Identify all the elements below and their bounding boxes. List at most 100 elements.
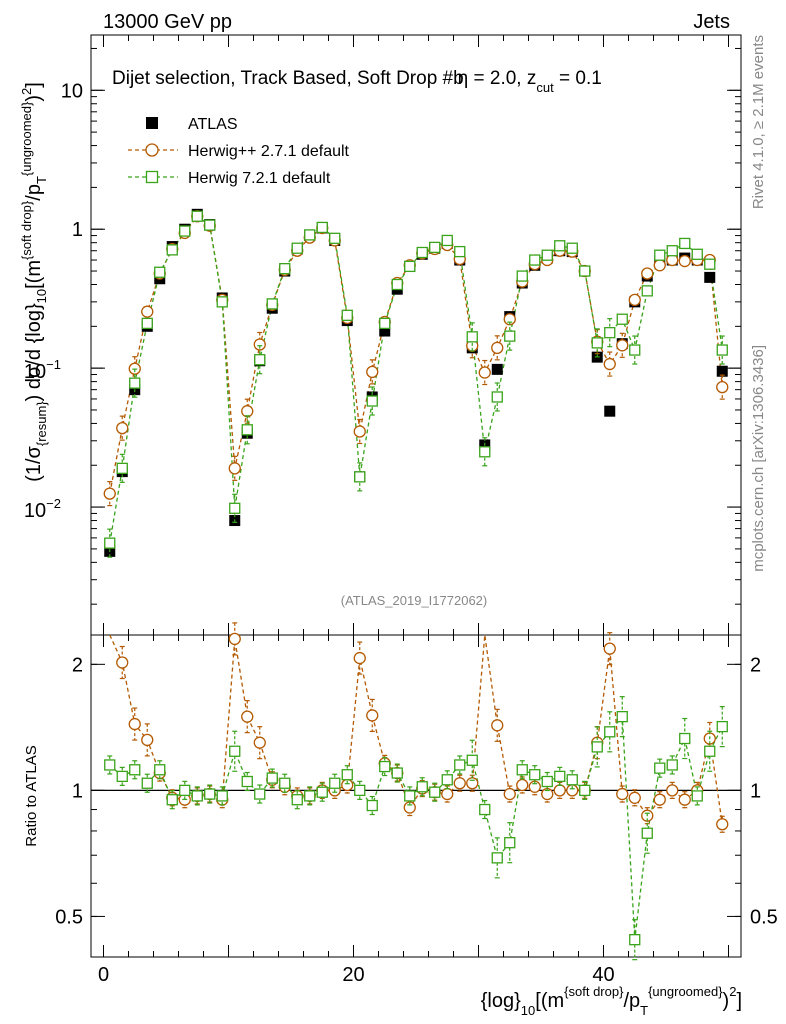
herwig7-point <box>141 317 153 330</box>
ratio-herwig7-point <box>491 852 503 864</box>
x-tick-label: 20 <box>342 964 364 986</box>
herwigpp-point <box>366 365 379 379</box>
x-axis-ticks: 0 20 40 <box>98 35 729 986</box>
ratio-herwig7-point <box>679 732 691 745</box>
ratio-y-axis-label: Ratio to ATLAS <box>23 745 40 846</box>
herwig7-point <box>379 317 391 330</box>
ratio-herwigpp-point <box>653 793 666 806</box>
herwig7-point <box>304 229 316 241</box>
ratio-herwig7-point <box>516 764 528 776</box>
herwig7-point <box>104 537 116 549</box>
ratio-herwigpp-point <box>666 784 679 797</box>
ratio-herwig7-point <box>529 769 541 781</box>
legend: ATLAS Herwig++ 2.7.1 default Herwig 7.2.… <box>128 116 350 187</box>
herwig7-point <box>266 298 278 310</box>
herwigpp-point <box>641 267 654 280</box>
herwig7-point <box>679 237 691 250</box>
ratio-herwig7-point <box>566 774 578 786</box>
herwig7-point <box>191 210 203 222</box>
herwigpp-point <box>716 380 729 394</box>
herwig7-point <box>429 241 441 254</box>
ratio-herwig7-point <box>716 720 728 733</box>
herwigpp-point <box>116 421 129 435</box>
atlas-point <box>716 365 728 377</box>
herwigpp-point <box>616 339 629 352</box>
ratio-herwigpp-point <box>128 717 141 731</box>
ratio-y-tick-label-right: 1 <box>750 780 761 802</box>
ratio-herwig7-point <box>179 784 191 797</box>
legend-herwigpp-label: Herwig++ 2.7.1 default <box>188 143 350 160</box>
main-plot-data <box>103 208 729 558</box>
ratio-herwig7-point <box>266 772 278 784</box>
legend-herwig7-marker <box>145 170 159 184</box>
ratio-herwig7-point <box>466 754 478 766</box>
ratio-herwigpp-point <box>503 787 516 801</box>
herwig7-point <box>704 258 716 270</box>
ratio-herwig7-point <box>316 786 328 798</box>
ratio-herwigpp-point <box>353 651 366 665</box>
herwig7-point <box>391 278 403 291</box>
ratio-herwig7-point <box>129 764 141 776</box>
ratio-herwig7-point <box>304 790 316 802</box>
herwig7-point <box>254 354 266 366</box>
herwigpp-point <box>478 366 491 379</box>
ratio-herwig7-point <box>504 837 516 849</box>
herwig7-point <box>204 219 216 231</box>
herwig7-point <box>366 395 378 407</box>
ratio-herwig7-point <box>479 803 491 816</box>
herwig7-point <box>504 330 516 342</box>
herwig7-point <box>316 221 328 234</box>
herwig7-point <box>541 249 553 261</box>
herwigpp-point <box>678 254 691 268</box>
atlas-point <box>379 325 391 337</box>
herwig7-point <box>241 424 253 436</box>
ratio-herwig7-point <box>279 777 291 789</box>
ratio-herwigpp-point <box>491 719 504 732</box>
ratio-herwigpp-point <box>241 710 254 723</box>
x-tick-label: 40 <box>592 964 614 986</box>
process-label: Jets <box>693 11 730 33</box>
legend-herwig7-label: Herwig 7.2.1 default <box>188 170 331 187</box>
plot-title-eta: η = 2.0, z <box>458 68 537 89</box>
ratio-herwig7-point <box>141 777 153 789</box>
herwig7-point <box>691 248 703 260</box>
ratio-herwigpp-point <box>441 787 454 801</box>
ratio-herwig7-line <box>109 714 723 940</box>
herwig7-point <box>129 377 141 389</box>
ratio-herwig7-point <box>216 790 228 802</box>
legend-atlas-label: ATLAS <box>188 116 238 133</box>
herwig7-point <box>291 242 303 254</box>
herwigpp-point <box>653 259 666 272</box>
main-y-tick-label: 10−2 <box>24 496 61 522</box>
ratio-herwigpp-point <box>616 787 629 801</box>
ratio-herwig7-point <box>554 770 566 783</box>
ratio-herwig7-point <box>541 775 553 788</box>
ratio-herwigpp-point <box>553 784 566 797</box>
herwigpp-point <box>141 305 154 318</box>
herwig7-point <box>479 446 491 458</box>
ratio-herwigpp-point <box>628 791 641 804</box>
herwig7-point <box>416 246 428 259</box>
herwigpp-point <box>628 293 641 307</box>
herwig7-point <box>329 232 341 244</box>
mcplots-label: mcplots.cern.ch [arXiv:1306.3436] <box>750 345 767 572</box>
plot-title-zcut-value: = 0.1 <box>554 68 602 89</box>
herwig7-point <box>466 331 478 343</box>
herwig7-point <box>166 244 178 256</box>
herwig7-point <box>629 344 641 356</box>
ratio-herwig7-point <box>204 788 216 800</box>
herwig7-point <box>454 245 466 258</box>
legend-herwigpp-marker <box>145 143 159 157</box>
herwig7-point <box>591 337 603 349</box>
ratio-herwig7-point <box>404 790 416 802</box>
energy-label: 13000 GeV pp <box>103 11 232 33</box>
plot-title-main: Dijet selection, Track Based, Soft Drop … <box>112 68 464 89</box>
ratio-herwig7-point <box>604 726 616 738</box>
ratio-herwig7-point <box>104 759 116 771</box>
ratio-herwig7-point <box>579 784 591 797</box>
ratio-herwig7-point <box>629 934 641 946</box>
herwig7-point <box>279 263 291 275</box>
ratio-herwig7-point <box>366 799 378 812</box>
herwig7-point <box>579 265 591 277</box>
ratio-y-tick-label-right: 0.5 <box>750 906 778 928</box>
